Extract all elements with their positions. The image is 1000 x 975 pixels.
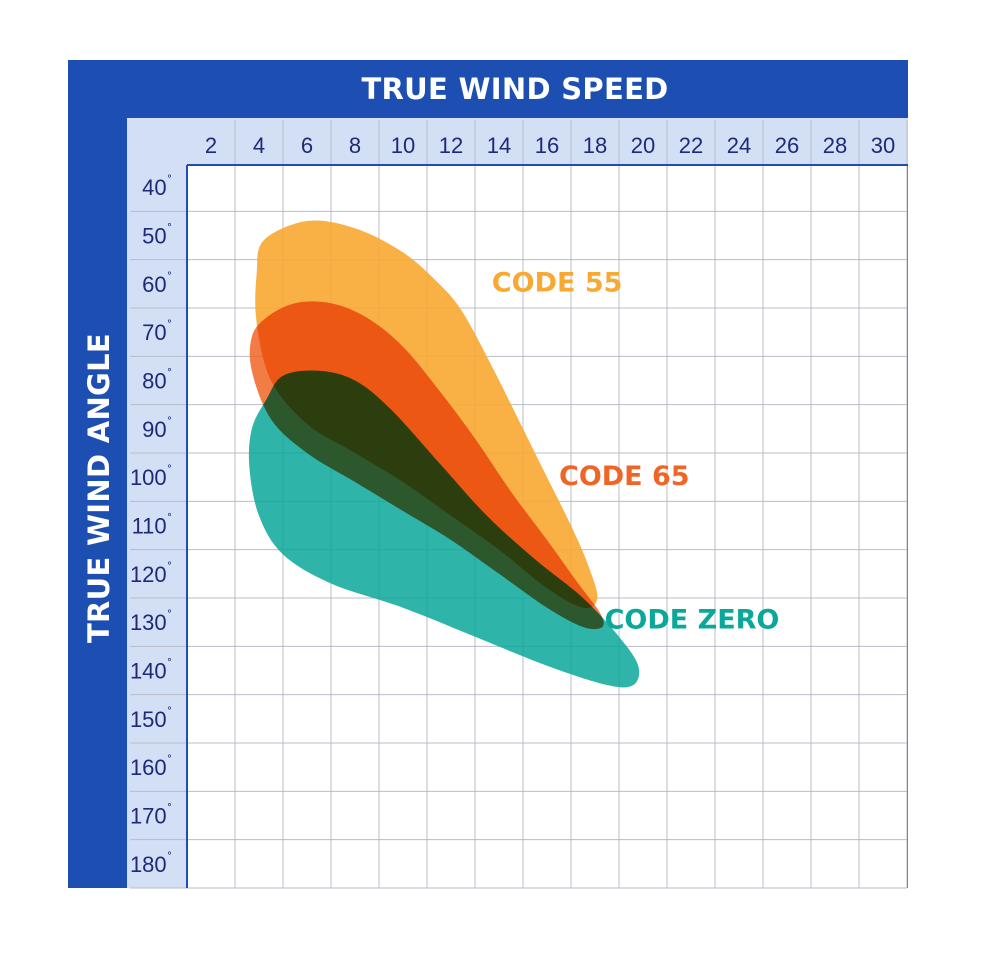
y-tick-label: 140˚ [130, 657, 172, 684]
series-layer [248, 220, 640, 688]
x-tick-label: 12 [439, 133, 463, 158]
x-tick-label: 8 [349, 133, 361, 158]
x-tick-label: 18 [583, 133, 607, 158]
y-axis-title: TRUE WIND ANGLE [82, 333, 116, 643]
y-tick-label: 100˚ [130, 463, 172, 490]
y-tick-label: 160˚ [130, 753, 172, 780]
x-tick-label: 16 [535, 133, 559, 158]
x-tick-label: 2 [205, 133, 217, 158]
y-tick-label: 150˚ [130, 705, 172, 732]
y-tick-label: 130˚ [130, 608, 172, 635]
x-tick-label: 22 [679, 133, 703, 158]
x-tick-label: 26 [775, 133, 799, 158]
x-tick-label: 30 [871, 133, 895, 158]
x-tick-label: 24 [727, 133, 751, 158]
series-labels: CODE 55 CODE 65 CODE ZERO [492, 267, 780, 635]
y-tick-label: 180˚ [130, 850, 172, 877]
x-tick-label: 6 [301, 133, 313, 158]
y-tick-band [127, 118, 187, 888]
y-tick-label: 110˚ [132, 512, 172, 539]
y-tick-label: 170˚ [130, 802, 172, 829]
x-tick-label: 10 [391, 133, 415, 158]
series-label-code-65: CODE 65 [559, 461, 690, 492]
series-label-code-55: CODE 55 [492, 267, 623, 298]
x-tick-label: 4 [253, 133, 265, 158]
x-tick-label: 14 [487, 133, 511, 158]
series-area-code-zero [248, 370, 640, 688]
series-label-code-zero: CODE ZERO [605, 604, 780, 635]
x-tick-band [127, 118, 908, 165]
x-tick-label: 28 [823, 133, 847, 158]
x-tick-label: 20 [631, 133, 655, 158]
x-tick-labels: 2 4 6 8 10 12 14 16 18 20 22 24 26 28 30 [205, 133, 895, 158]
x-axis-title: TRUE WIND SPEED [361, 72, 668, 106]
y-tick-label: 120˚ [130, 560, 172, 587]
y-tick-label: 90˚ [142, 415, 172, 442]
